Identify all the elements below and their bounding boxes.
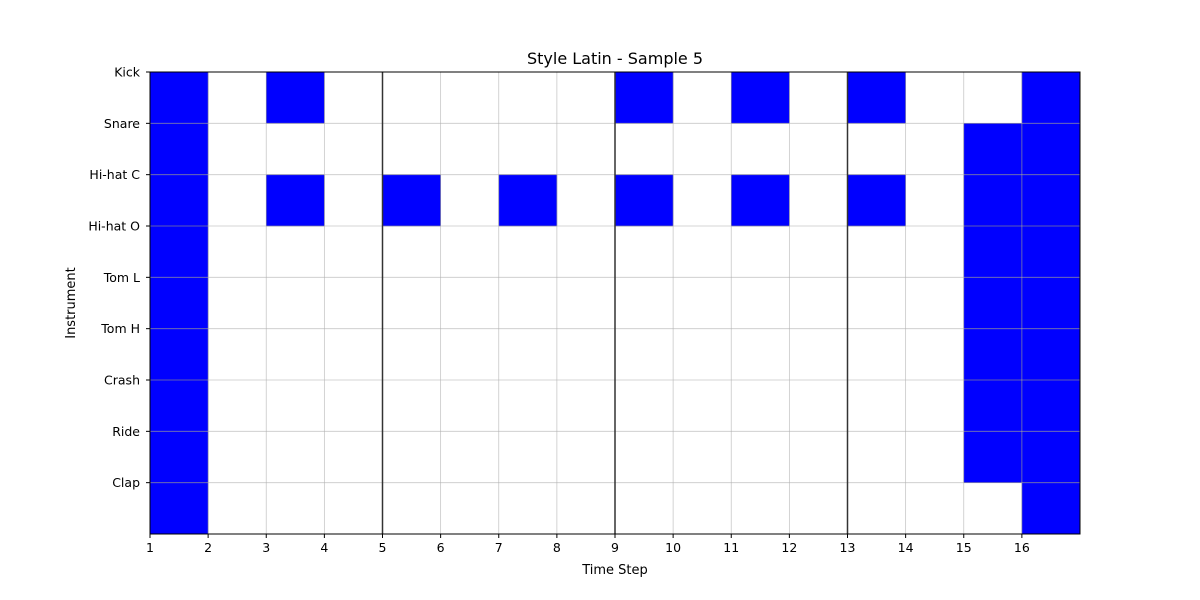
active-cell	[847, 174, 906, 227]
active-cell	[963, 328, 1023, 381]
x-tick-label: 7	[495, 540, 503, 555]
active-cell	[731, 71, 790, 124]
active-cell	[149, 431, 209, 483]
active-cell	[266, 71, 325, 124]
active-cell	[1021, 431, 1081, 483]
y-tick-label: Hi-hat O	[88, 219, 140, 234]
x-tick-label: 13	[840, 540, 856, 555]
active-cell	[382, 174, 441, 227]
x-tick-label: 1	[146, 540, 154, 555]
x-tick-label: 4	[320, 540, 328, 555]
bar-lines	[381, 72, 849, 534]
y-tick-label: Snare	[104, 116, 140, 131]
x-tick-label: 16	[1014, 540, 1030, 555]
active-cell	[963, 174, 1023, 227]
active-cell	[614, 71, 674, 124]
active-cell	[1021, 379, 1081, 432]
active-cell	[1021, 328, 1081, 381]
x-axis-label: Time Step	[581, 563, 648, 578]
active-cell	[614, 174, 674, 227]
x-tick-label: 5	[379, 540, 387, 555]
active-cell	[149, 71, 209, 124]
active-cell	[963, 225, 1023, 278]
x-axis-ticks: 1 2 3 4 5 6 7 8 9 10 11 12 13 14 15 16	[146, 534, 1030, 555]
active-cell	[149, 328, 209, 381]
y-tick-label: Hi-hat C	[89, 167, 140, 182]
y-axis-ticks: Kick Snare Hi-hat C Hi-hat O Tom L Tom H Crash…	[88, 65, 150, 490]
active-cell	[963, 277, 1023, 329]
active-cell	[149, 379, 209, 432]
x-tick-label: 12	[781, 540, 797, 555]
y-tick-label: Ride	[112, 424, 140, 439]
active-cell	[149, 277, 209, 329]
active-cell	[963, 431, 1023, 483]
y-tick-label: Clap	[112, 475, 140, 490]
x-tick-label: 8	[553, 540, 561, 555]
x-tick-label: 9	[611, 540, 619, 555]
active-cell	[1021, 482, 1081, 535]
active-cell	[149, 225, 209, 278]
active-cell	[1021, 123, 1081, 175]
chart-title: Style Latin - Sample 5	[527, 49, 703, 68]
y-tick-label: Tom L	[103, 270, 140, 285]
active-cell	[731, 174, 790, 227]
active-cell	[963, 123, 1023, 175]
active-cell	[847, 71, 906, 124]
active-cell	[1021, 277, 1081, 329]
active-cell	[1021, 71, 1081, 124]
active-cell	[149, 174, 209, 227]
x-tick-label: 14	[898, 540, 914, 555]
active-cell	[149, 123, 209, 175]
x-tick-label: 15	[956, 540, 972, 555]
x-tick-label: 11	[723, 540, 739, 555]
y-tick-label: Kick	[114, 65, 141, 80]
y-axis-label: Instrument	[64, 267, 79, 339]
active-cell	[1021, 225, 1081, 278]
active-cell	[149, 482, 209, 535]
y-tick-label: Tom H	[100, 321, 140, 336]
active-cell	[963, 379, 1023, 432]
active-cell	[266, 174, 325, 227]
y-tick-label: Crash	[104, 373, 140, 388]
x-tick-label: 2	[204, 540, 212, 555]
x-tick-label: 6	[437, 540, 445, 555]
x-tick-label: 3	[262, 540, 270, 555]
active-cell	[498, 174, 558, 227]
active-cell	[1021, 174, 1081, 227]
x-tick-label: 10	[665, 540, 681, 555]
